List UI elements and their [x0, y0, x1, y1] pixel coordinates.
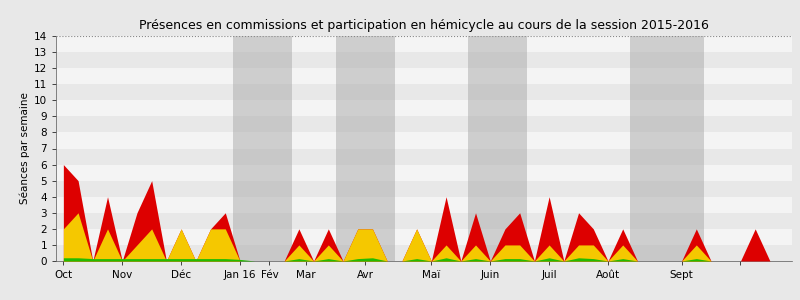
Bar: [56, 84, 792, 100]
Bar: [56, 165, 792, 181]
Bar: [56, 197, 792, 213]
Bar: [56, 36, 792, 52]
Bar: [56, 116, 792, 132]
Bar: [336, 36, 394, 261]
Bar: [630, 36, 704, 261]
Bar: [56, 132, 792, 148]
Bar: [56, 181, 792, 197]
Bar: [56, 229, 792, 245]
Bar: [233, 36, 291, 261]
Y-axis label: Séances par semaine: Séances par semaine: [19, 93, 30, 204]
Title: Présences en commissions et participation en hémicycle au cours de la session 20: Présences en commissions et participatio…: [139, 19, 709, 32]
Bar: [56, 148, 792, 165]
Bar: [56, 100, 792, 116]
Bar: [56, 52, 792, 68]
Bar: [56, 245, 792, 261]
Bar: [56, 68, 792, 84]
Bar: [56, 213, 792, 229]
Bar: [468, 36, 527, 261]
